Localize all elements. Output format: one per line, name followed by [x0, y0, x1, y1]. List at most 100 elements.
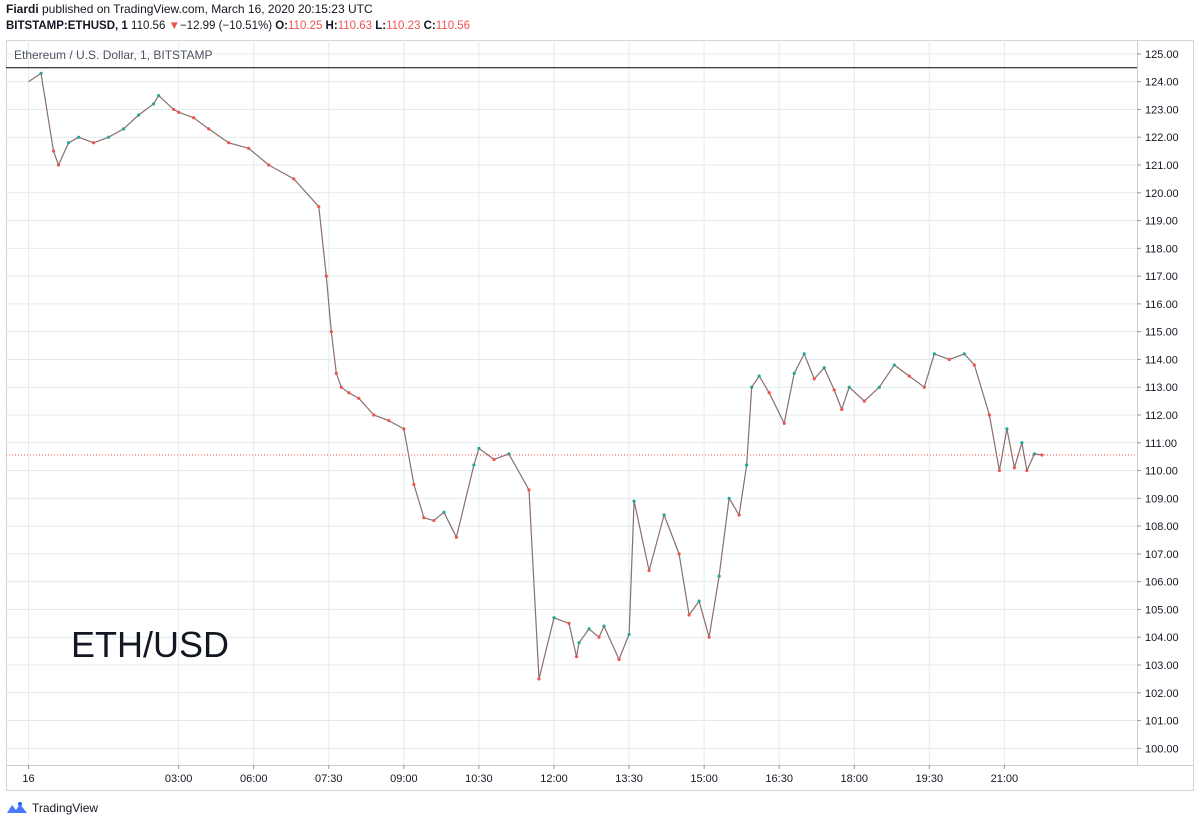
last-price: 110.56 — [131, 20, 166, 32]
price-point — [987, 413, 991, 417]
price-point — [292, 177, 296, 181]
close-label: C: — [423, 20, 436, 32]
price-point — [847, 385, 851, 389]
price-point — [717, 574, 721, 578]
price-point — [91, 141, 96, 145]
price-point — [317, 205, 321, 209]
price-point — [997, 468, 1001, 473]
price-point — [577, 641, 581, 645]
open-label: O: — [275, 20, 289, 32]
price-point — [357, 396, 361, 400]
price-point — [552, 616, 556, 620]
price-point — [727, 496, 731, 500]
price-point — [627, 632, 631, 637]
price-point — [157, 93, 161, 98]
price-point — [947, 357, 951, 362]
price-point — [339, 385, 343, 389]
price-point — [477, 446, 481, 450]
published-text: published on TradingView.com, March 16, … — [38, 2, 373, 16]
chart-frame[interactable]: 125.00 124.00 123.00 122.00 121.00 120.00 119.… — [6, 40, 1194, 791]
price-point — [677, 552, 681, 556]
price-point — [76, 135, 81, 139]
price-point — [192, 116, 196, 120]
price-point — [757, 374, 761, 378]
price-point — [687, 613, 691, 617]
chart-annotation: ETH/USD — [71, 624, 229, 665]
price-axis[interactable]: 125.00 124.00 123.00 122.00 121.00 120.00 119.… — [1137, 49, 1179, 755]
price-point — [907, 374, 911, 378]
price-point — [1005, 427, 1009, 431]
price-tick-label: 105.00 — [1145, 604, 1179, 616]
time-tick-label: 09:00 — [390, 773, 418, 785]
price-point — [697, 599, 701, 603]
price-tick-label: 118.00 — [1145, 243, 1178, 255]
time-tick-label: 21:00 — [991, 773, 1019, 785]
price-point — [822, 366, 826, 370]
price-point — [56, 163, 61, 167]
change-down-icon: ▼ — [168, 20, 180, 32]
price-point — [767, 391, 771, 395]
price-tick-label: 100.00 — [1145, 743, 1179, 755]
price-point — [812, 377, 816, 381]
price-point — [207, 127, 211, 131]
tradingview-logo-icon[interactable] — [6, 801, 28, 815]
price-tick-label: 114.00 — [1145, 354, 1178, 366]
price-point — [537, 677, 541, 681]
price-chart[interactable]: 125.00 124.00 123.00 122.00 121.00 120.00 119.… — [6, 40, 1194, 791]
price-point — [1020, 441, 1024, 445]
price-tick-label: 115.00 — [1145, 327, 1178, 339]
time-tick-label: 12:00 — [540, 773, 568, 785]
author-name[interactable]: Fiardi — [6, 2, 39, 16]
price-point — [862, 399, 866, 403]
chart-title: Ethereum / U.S. Dollar, 1, BITSTAMP — [14, 48, 213, 62]
price-point — [412, 482, 416, 487]
price-tick-label: 106.00 — [1145, 577, 1179, 589]
price-point — [1025, 468, 1029, 473]
price-tick-label: 119.00 — [1145, 216, 1178, 228]
price-point — [324, 274, 328, 278]
price-point — [372, 413, 376, 417]
price-point — [402, 427, 406, 431]
price-point — [387, 418, 391, 423]
time-tick-label: 19:30 — [916, 773, 944, 785]
price-point — [267, 163, 271, 167]
low-label: L: — [375, 20, 387, 32]
price-tick-label: 104.00 — [1145, 632, 1179, 644]
price-point — [587, 627, 591, 631]
price-point — [492, 457, 496, 462]
price-tick-label: 103.00 — [1145, 660, 1179, 672]
price-point — [247, 146, 251, 150]
price-point — [66, 141, 71, 145]
price-point — [172, 107, 176, 112]
price-point — [707, 635, 711, 639]
time-tick-label: 06:00 — [240, 773, 268, 785]
high-label: H: — [325, 20, 338, 32]
horizontal-lines — [6, 67, 1137, 456]
price-point — [227, 141, 231, 145]
price-point — [1012, 466, 1016, 470]
price-tick-label: 123.00 — [1145, 104, 1179, 116]
price-point — [932, 352, 936, 356]
price-tick-label: 116.00 — [1145, 299, 1178, 311]
price-point — [832, 388, 836, 392]
symbol-label[interactable]: BITSTAMP:ETHUSD, 1 — [6, 20, 128, 32]
price-point — [750, 385, 754, 389]
price-point — [662, 513, 666, 517]
tradingview-brand[interactable]: TradingView — [32, 801, 99, 815]
price-point — [617, 657, 621, 662]
price-point — [792, 371, 796, 375]
time-tick-label: 16:30 — [765, 773, 793, 785]
price-point — [527, 488, 531, 492]
time-axis[interactable]: 16 03:00 06:00 07:30 09:00 10:30 12:00 13:30 15:… — [22, 765, 1018, 785]
price-point — [567, 621, 571, 625]
price-tick-label: 111.00 — [1145, 438, 1177, 450]
price-point — [334, 371, 338, 375]
price-point — [962, 352, 966, 356]
price-point — [574, 655, 579, 659]
time-tick-label: 18:00 — [840, 773, 868, 785]
price-point — [347, 391, 351, 395]
price-point — [507, 452, 511, 456]
open-value: 110.25 — [288, 20, 323, 32]
price-point — [177, 110, 181, 114]
price-tick-label: 108.00 — [1145, 521, 1179, 533]
